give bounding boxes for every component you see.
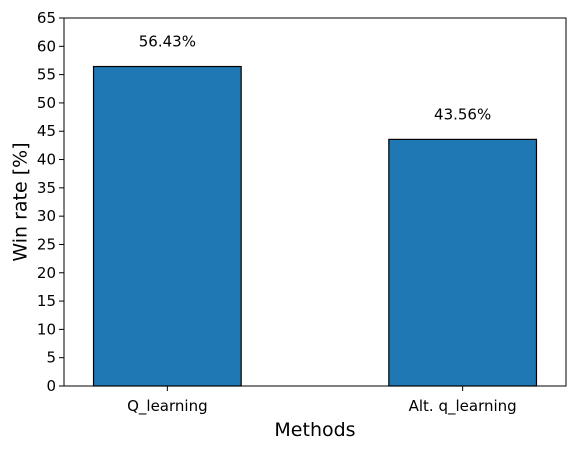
- bar-0: [92, 65, 242, 387]
- y-tick-label: 40: [37, 151, 56, 169]
- y-tick-label: 5: [46, 349, 56, 367]
- y-tick-label: 15: [37, 292, 56, 310]
- y-tick-label: 30: [37, 207, 56, 225]
- y-tick-label: 0: [46, 377, 56, 395]
- data-labels: 56.43% 43.56%: [139, 33, 491, 124]
- y-tick-label: 35: [37, 179, 56, 197]
- y-tick-label: 60: [37, 37, 56, 55]
- bar-value-label: 43.56%: [434, 105, 491, 123]
- bar-value-label: 56.43%: [139, 33, 196, 51]
- y-tick-label: 65: [37, 9, 56, 27]
- y-tick-label: 25: [37, 235, 56, 253]
- x-axis-ticks: Q_learning Alt. q_learning: [127, 386, 517, 416]
- x-tick-label: Alt. q_learning: [409, 397, 517, 416]
- y-tick-label: 55: [37, 66, 56, 84]
- x-tick-label: Q_learning: [127, 397, 208, 416]
- y-tick-label: 20: [37, 264, 56, 282]
- y-tick-label: 50: [37, 94, 56, 112]
- x-axis-title: Methods: [274, 419, 355, 441]
- y-axis-ticks: 0 5 10 15 20 25 30 35 40 45 50 55 60 65: [37, 9, 64, 395]
- y-tick-label: 45: [37, 122, 56, 140]
- plot-frame: [63, 17, 567, 387]
- y-axis-title: Win rate [%]: [10, 142, 32, 261]
- y-tick-label: 10: [37, 320, 56, 338]
- bar-1: [388, 138, 538, 387]
- bars: [92, 65, 538, 387]
